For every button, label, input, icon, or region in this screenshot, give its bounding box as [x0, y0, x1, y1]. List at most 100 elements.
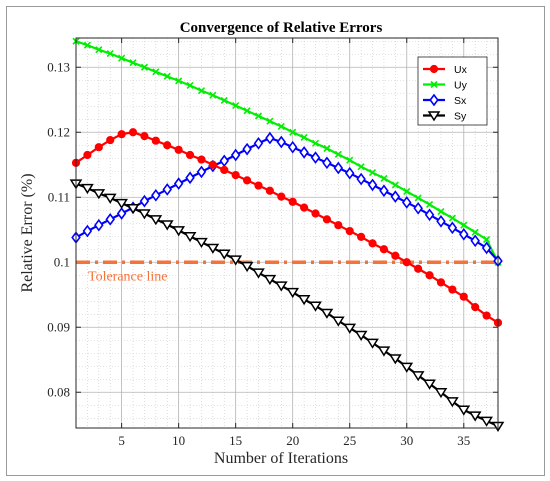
data-point: [323, 144, 331, 153]
data-point: [300, 203, 309, 212]
data-point: [448, 285, 457, 294]
data-point: [129, 59, 137, 67]
series-layer: [69, 37, 505, 432]
data-point: [357, 232, 366, 241]
data-point: [289, 128, 297, 136]
data-point: [183, 232, 197, 243]
data-point: [197, 155, 206, 164]
data-point: [229, 255, 243, 266]
data-point: [390, 190, 401, 203]
legend-box: [417, 56, 488, 126]
y-axis-ticks: 0.08 0.09 0.1 0.11 0.12 0.13: [47, 59, 498, 399]
data-point: [92, 189, 106, 200]
data-point: [277, 192, 286, 201]
data-point: [139, 194, 150, 208]
data-point: [297, 295, 311, 306]
data-point: [195, 237, 208, 249]
data-point: [217, 249, 231, 260]
x-axis-ticks: 5 10 15 20 25 30 35: [118, 38, 470, 448]
data-point: [322, 156, 332, 170]
data-point: [83, 150, 92, 160]
data-point: [403, 187, 411, 195]
data-point: [83, 41, 91, 49]
data-point: [413, 201, 423, 215]
tolerance-line-group: Tolerance line: [76, 260, 498, 284]
data-point: [311, 139, 320, 147]
data-point: [468, 411, 482, 422]
data-point: [95, 46, 103, 54]
y-tick-label: 0.1: [54, 254, 70, 269]
data-point: [457, 405, 471, 416]
data-point: [174, 145, 183, 154]
data-point: [391, 181, 399, 189]
legend-marker-uy: [430, 80, 438, 89]
data-point: [94, 218, 104, 232]
data-point: [265, 186, 274, 195]
y-tick-label: 0.08: [47, 384, 70, 399]
data-point: [151, 188, 161, 202]
data-point: [402, 196, 412, 209]
data-point: [367, 178, 378, 192]
data-point: [277, 122, 285, 130]
y-tick-label: 0.11: [48, 189, 70, 204]
chart-title: Convergence of Relative Errors: [180, 20, 383, 36]
data-point: [346, 156, 354, 164]
data-point: [309, 301, 322, 312]
data-point: [379, 184, 389, 198]
data-point: [460, 221, 468, 229]
data-point: [172, 226, 186, 237]
data-point: [368, 239, 377, 248]
series-ux: [71, 128, 503, 327]
data-point: [447, 221, 458, 235]
data-point: [334, 150, 342, 158]
data-point: [414, 194, 422, 202]
data-point: [436, 278, 446, 287]
data-point: [423, 379, 436, 390]
data-point: [471, 303, 480, 312]
data-point: [106, 135, 115, 145]
data-point: [354, 330, 368, 341]
data-point: [173, 177, 184, 190]
data-point: [357, 163, 365, 171]
data-point: [366, 338, 379, 349]
data-point: [252, 268, 265, 279]
data-point: [333, 161, 344, 175]
data-point: [334, 221, 343, 230]
data-point: [242, 176, 252, 185]
data-point: [459, 227, 469, 241]
y-axis-label: Relative Error (%): [19, 173, 36, 292]
data-point: [331, 316, 345, 327]
data-point: [175, 77, 183, 85]
data-point: [232, 102, 240, 110]
data-point: [368, 168, 377, 177]
data-point: [300, 133, 308, 142]
data-point: [288, 197, 297, 206]
data-point: [126, 204, 140, 215]
data-point: [253, 136, 264, 150]
legend: Ux Uy Sx Sy: [417, 56, 488, 126]
data-point: [402, 258, 411, 267]
data-point: [208, 160, 217, 169]
data-point: [263, 274, 277, 286]
data-point: [434, 388, 448, 399]
data-point: [140, 132, 149, 141]
data-point: [436, 214, 446, 228]
y-tick-label: 0.13: [47, 59, 70, 74]
data-point: [209, 91, 217, 99]
legend-label-uy: Uy: [454, 80, 468, 92]
x-tick-label: 15: [229, 433, 242, 448]
data-point: [163, 141, 172, 150]
data-point: [149, 215, 163, 226]
data-point: [471, 228, 479, 236]
data-point: [106, 50, 114, 58]
data-point: [437, 207, 445, 216]
data-point: [470, 234, 480, 248]
x-tick-label: 30: [400, 433, 413, 448]
data-point: [274, 281, 288, 292]
data-point: [459, 292, 468, 301]
data-point: [400, 362, 414, 373]
data-point: [424, 208, 435, 222]
data-point: [163, 72, 171, 80]
data-point: [320, 308, 334, 319]
data-point: [388, 354, 402, 365]
